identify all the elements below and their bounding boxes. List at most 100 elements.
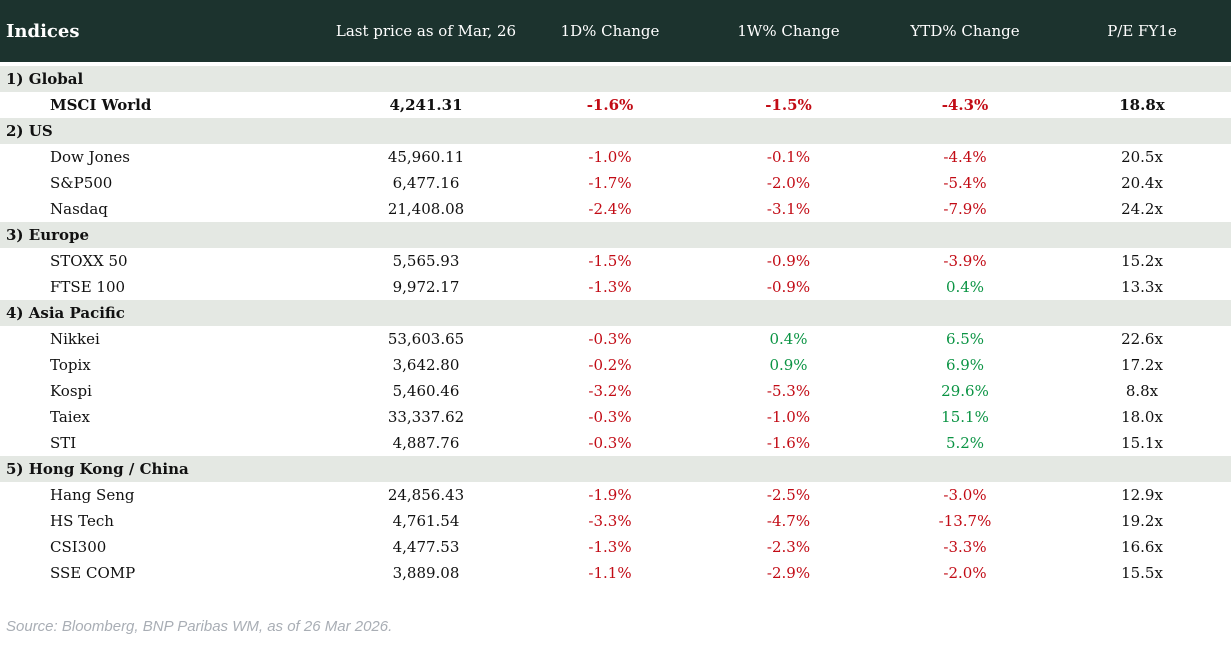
change-1w: -1.0%	[766, 408, 811, 426]
section-row: 5) Hong Kong / China	[0, 456, 1231, 482]
change-1w: -1.6%	[766, 434, 811, 452]
section-row: 3) Europe	[0, 222, 1231, 248]
header-last-price: Last price as of Mar, 26	[332, 0, 520, 66]
change-ytd: -3.0%	[943, 486, 987, 504]
indices-table: Indices Last price as of Mar, 26 1D% Cha…	[0, 0, 1231, 586]
index-row: CSI300 4,477.53 -1.3% -2.3% -3.3% 16.6x	[0, 534, 1231, 560]
change-1d: -3.2%	[588, 382, 632, 400]
index-row: Nikkei 53,603.65 -0.3% 0.4% 6.5% 22.6x	[0, 326, 1231, 352]
change-ytd: 6.9%	[945, 356, 985, 374]
index-name: FTSE 100	[50, 278, 126, 296]
change-ytd: -2.0%	[943, 564, 987, 582]
index-row: STOXX 50 5,565.93 -1.5% -0.9% -3.9% 15.2x	[0, 248, 1231, 274]
pe-ratio: 22.6x	[1121, 330, 1163, 348]
index-row: Dow Jones 45,960.11 -1.0% -0.1% -4.4% 20.5x	[0, 144, 1231, 170]
last-price: 53,603.65	[387, 330, 465, 348]
section-label: 5) Hong Kong / China	[0, 456, 1231, 482]
index-name: STOXX 50	[50, 252, 128, 270]
pe-ratio: 17.2x	[1121, 356, 1163, 374]
index-name: HS Tech	[50, 512, 114, 530]
index-name: Nasdaq	[50, 200, 108, 218]
pe-ratio: 8.8x	[1125, 382, 1159, 400]
last-price: 6,477.16	[392, 174, 460, 192]
change-1d: -0.3%	[588, 434, 632, 452]
change-1w: -2.3%	[766, 538, 811, 556]
change-ytd: -4.4%	[943, 148, 987, 166]
change-ytd: 15.1%	[941, 408, 989, 426]
index-row: Topix 3,642.80 -0.2% 0.9% 6.9% 17.2x	[0, 352, 1231, 378]
pe-ratio: 15.5x	[1121, 564, 1163, 582]
index-row: Hang Seng 24,856.43 -1.9% -2.5% -3.0% 12.9x	[0, 482, 1231, 508]
change-ytd: 5.2%	[945, 434, 985, 452]
last-price: 9,972.17	[392, 278, 460, 296]
last-price: 3,889.08	[392, 564, 460, 582]
change-1w: -4.7%	[766, 512, 811, 530]
last-price: 24,856.43	[387, 486, 465, 504]
index-row: FTSE 100 9,972.17 -1.3% -0.9% 0.4% 13.3x	[0, 274, 1231, 300]
pe-ratio: 15.1x	[1121, 434, 1163, 452]
change-ytd: -13.7%	[938, 512, 992, 530]
pe-ratio: 18.0x	[1121, 408, 1163, 426]
header-pe-fy1e: P/E FY1e	[1053, 0, 1231, 66]
pe-ratio: 16.6x	[1121, 538, 1163, 556]
index-row: S&P500 6,477.16 -1.7% -2.0% -5.4% 20.4x	[0, 170, 1231, 196]
pe-ratio: 20.5x	[1121, 148, 1163, 166]
section-label: 4) Asia Pacific	[0, 300, 1231, 326]
last-price: 33,337.62	[387, 408, 465, 426]
pe-ratio: 24.2x	[1121, 200, 1163, 218]
pe-ratio: 13.3x	[1121, 278, 1163, 296]
last-price: 21,408.08	[387, 200, 465, 218]
section-label: 3) Europe	[0, 222, 1231, 248]
index-row: SSE COMP 3,889.08 -1.1% -2.9% -2.0% 15.5x	[0, 560, 1231, 586]
change-1d: -1.0%	[588, 148, 632, 166]
pe-ratio: 12.9x	[1121, 486, 1163, 504]
header-indices: Indices	[0, 0, 332, 66]
change-1d: -1.6%	[586, 96, 634, 114]
index-row: STI 4,887.76 -0.3% -1.6% 5.2% 15.1x	[0, 430, 1231, 456]
last-price: 3,642.80	[392, 356, 460, 374]
header-1w-change: 1W% Change	[700, 0, 877, 66]
section-label: 2) US	[0, 118, 1231, 144]
change-ytd: -7.9%	[943, 200, 987, 218]
index-row: Kospi 5,460.46 -3.2% -5.3% 29.6% 8.8x	[0, 378, 1231, 404]
pe-ratio: 19.2x	[1121, 512, 1163, 530]
index-row: MSCI World 4,241.31 -1.6% -1.5% -4.3% 18.8x	[0, 92, 1231, 118]
change-1w: -0.1%	[766, 148, 811, 166]
pe-ratio: 15.2x	[1121, 252, 1163, 270]
change-1d: -0.2%	[588, 356, 632, 374]
last-price: 5,565.93	[392, 252, 460, 270]
index-name: Topix	[50, 356, 91, 374]
index-name: S&P500	[50, 174, 113, 192]
index-row: Nasdaq 21,408.08 -2.4% -3.1% -7.9% 24.2x	[0, 196, 1231, 222]
change-1w: -0.9%	[766, 278, 811, 296]
change-ytd: 29.6%	[941, 382, 989, 400]
change-1d: -1.3%	[588, 538, 632, 556]
change-ytd: -3.3%	[943, 538, 987, 556]
change-1d: -1.9%	[588, 486, 632, 504]
change-ytd: 0.4%	[945, 278, 985, 296]
header-1d-change: 1D% Change	[520, 0, 700, 66]
change-1d: -1.3%	[588, 278, 632, 296]
change-1w: -2.9%	[766, 564, 811, 582]
index-name: SSE COMP	[50, 564, 136, 582]
index-name: Kospi	[50, 382, 92, 400]
change-ytd: -4.3%	[941, 96, 989, 114]
index-row: Taiex 33,337.62 -0.3% -1.0% 15.1% 18.0x	[0, 404, 1231, 430]
section-row: 2) US	[0, 118, 1231, 144]
last-price: 4,761.54	[392, 512, 460, 530]
change-ytd: -5.4%	[943, 174, 987, 192]
index-name: Hang Seng	[50, 486, 135, 504]
source-note: Source: Bloomberg, BNP Paribas WM, as of…	[6, 618, 393, 635]
last-price: 4,477.53	[392, 538, 460, 556]
index-row: HS Tech 4,761.54 -3.3% -4.7% -13.7% 19.2x	[0, 508, 1231, 534]
change-1w: -2.5%	[766, 486, 811, 504]
pe-ratio: 18.8x	[1119, 96, 1165, 114]
change-1w: 0.4%	[769, 330, 808, 348]
last-price: 45,960.11	[387, 148, 465, 166]
index-name: STI	[50, 434, 77, 452]
change-ytd: 6.5%	[945, 330, 985, 348]
last-price: 4,241.31	[389, 96, 463, 114]
change-1d: -2.4%	[588, 200, 632, 218]
change-ytd: -3.9%	[943, 252, 987, 270]
change-1w: -1.5%	[765, 96, 812, 114]
